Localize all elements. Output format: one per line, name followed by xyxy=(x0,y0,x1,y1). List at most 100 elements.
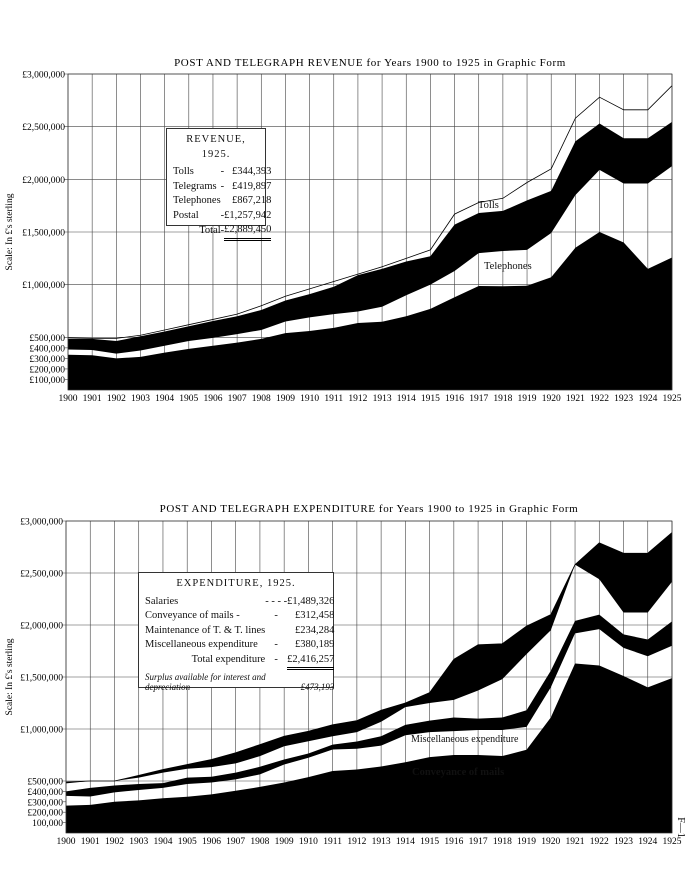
page-reference: F—1 xyxy=(674,817,686,838)
plot-frame xyxy=(65,520,673,834)
legend-surplus-value: £473,193 xyxy=(300,681,335,692)
legend-title: EXPENDITURE, 1925. xyxy=(176,578,296,589)
x-tick-label: 1912 xyxy=(348,394,367,404)
x-tick-label: 1909 xyxy=(275,837,294,847)
plot-frame xyxy=(67,73,673,391)
legend-value: £344,393 xyxy=(232,166,272,177)
legend-dash: - xyxy=(274,610,278,621)
legend-value: £419,897 xyxy=(232,180,272,192)
area-surplus xyxy=(66,532,672,784)
legend-total-label: Total xyxy=(199,224,221,236)
legend-dash: - xyxy=(274,639,278,650)
x-tick-label: 1900 xyxy=(59,394,78,404)
area-salaries xyxy=(66,663,672,833)
legend-table: Salaries - - - - £1,489,326 Conveyance of … xyxy=(145,595,335,692)
legend-label: Telephones xyxy=(173,195,221,206)
x-tick-label: 1910 xyxy=(300,394,319,404)
y-tick-label: 100,000 xyxy=(32,819,63,829)
legend-value: £234,284 xyxy=(294,624,335,636)
legend-row: Telegrams - £419,897 xyxy=(173,180,271,195)
x-tick-label: 1922 xyxy=(590,837,609,847)
x-tick-label: 1917 xyxy=(469,394,488,404)
x-tick-label: 1911 xyxy=(324,394,343,404)
legend-value: £1,257,942 xyxy=(224,209,272,221)
x-tick-label: 1910 xyxy=(299,837,318,847)
x-tick-label: 1916 xyxy=(444,837,463,847)
legend-row: Tolls - £344,393 xyxy=(173,165,271,180)
y-tick-label: £200,000 xyxy=(29,365,65,375)
x-tick-label: 1912 xyxy=(347,837,366,847)
legend-dash: - xyxy=(274,654,278,666)
legend-row: Miscellaneous expenditure - £380,189 xyxy=(145,638,334,653)
legend-label: Miscellaneous expenditure xyxy=(145,639,258,650)
revenue-legend-box: REVENUE, 1925. Tolls - £344,393 Telegrams -… xyxy=(166,128,272,241)
x-tick-label: 1902 xyxy=(105,837,124,847)
x-tick-label: 1924 xyxy=(638,837,657,847)
annotation-conveyance: Conveyance of mails xyxy=(412,767,505,778)
x-tick-label: 1903 xyxy=(131,394,150,404)
legend-total-row: Total - £2,889,450 xyxy=(173,223,272,241)
x-tick-label: 1923 xyxy=(614,394,633,404)
y-tick-label: £2,500,000 xyxy=(22,123,65,133)
x-tick-label: 1913 xyxy=(373,394,392,404)
x-tick-label: 1915 xyxy=(421,394,440,404)
y-tick-label: £2,000,000 xyxy=(20,622,63,632)
legend-dash: - - - - xyxy=(265,595,288,607)
x-tick-label: 1920 xyxy=(542,394,561,404)
y-tick-label: £3,000,000 xyxy=(22,71,65,81)
x-tick-label: 1902 xyxy=(107,394,126,404)
y-tick-label: £3,000,000 xyxy=(20,518,63,528)
x-tick-label: 1920 xyxy=(541,837,560,847)
chart-title: POST AND TELEGRAPH EXPENDITURE for Years… xyxy=(160,503,579,515)
legend-value: £380,189 xyxy=(294,639,335,650)
y-tick-label: £200,000 xyxy=(27,809,63,819)
y-tick-label: £400,000 xyxy=(29,344,65,354)
y-axis-label: Scale: In £'s sterling xyxy=(5,638,15,715)
legend-surplus-row: Surplus available for interest and depre… xyxy=(145,669,334,692)
legend-dash xyxy=(265,624,287,639)
x-tick-label: 1924 xyxy=(638,394,657,404)
legend-value: £867,218 xyxy=(232,195,272,206)
chart-0: POST AND TELEGRAPH REVENUE for Years 190… xyxy=(5,57,682,404)
x-tick-label: 1925 xyxy=(663,837,682,847)
x-tick-label: 1922 xyxy=(590,394,609,404)
y-tick-label: £2,500,000 xyxy=(20,570,63,580)
legend-value: £312,458 xyxy=(294,610,335,621)
legend-total-value: £2,416,257 xyxy=(287,652,335,670)
legend-dash: - xyxy=(220,166,225,177)
x-tick-label: 1901 xyxy=(81,837,100,847)
x-tick-label: 1906 xyxy=(202,837,221,847)
legend-row: Salaries - - - - £1,489,326 xyxy=(145,595,334,610)
legend-label: Postal xyxy=(173,209,199,221)
legend-surplus-label: Surplus available for interest and depre… xyxy=(145,671,266,692)
legend-total-row: Total expenditure - £2,416,257 xyxy=(145,652,335,670)
legend-table: Tolls - £344,393 Telegrams - £419,897 Teleph… xyxy=(173,165,272,241)
x-tick-label: 1919 xyxy=(518,394,537,404)
x-tick-label: 1913 xyxy=(372,837,391,847)
legend-label: Telegrams xyxy=(173,180,217,192)
legend-dash: - xyxy=(220,209,225,221)
area-telegrams xyxy=(68,121,672,354)
y-tick-label: £1,500,000 xyxy=(20,674,63,684)
x-tick-label: 1904 xyxy=(153,837,172,847)
legend-label: Conveyance of mails - xyxy=(145,610,240,621)
expenditure-legend-box: EXPENDITURE, 1925. Salaries - - - - £1,489… xyxy=(138,572,335,692)
chart-title: POST AND TELEGRAPH REVENUE for Years 190… xyxy=(174,57,566,69)
x-tick-label: 1911 xyxy=(323,837,342,847)
area-postal xyxy=(68,232,672,390)
y-tick-label: £500,000 xyxy=(29,334,65,344)
x-tick-label: 1915 xyxy=(420,837,439,847)
chart-1: POST AND TELEGRAPH EXPENDITURE for Years… xyxy=(5,503,682,847)
x-tick-label: 1900 xyxy=(57,837,76,847)
annotation-telephones: Telephones xyxy=(484,261,532,272)
legend-label: Tolls xyxy=(173,166,194,177)
legend-title: REVENUE, 1925. xyxy=(186,134,246,160)
x-tick-label: 1918 xyxy=(493,837,512,847)
annotation-tolls: Tolls xyxy=(478,200,499,211)
legend-row: Postal - £1,257,942 xyxy=(173,209,271,224)
x-tick-label: 1923 xyxy=(614,837,633,847)
legend-value: £1,489,326 xyxy=(287,595,335,607)
legend-total-label: Total expenditure xyxy=(191,654,266,666)
x-tick-label: 1918 xyxy=(493,394,512,404)
